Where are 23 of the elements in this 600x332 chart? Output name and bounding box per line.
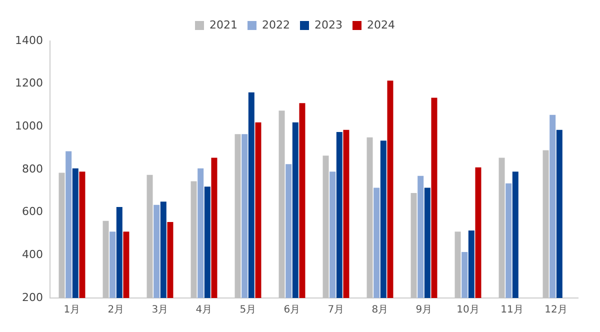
y-tick-label: 200 [22,290,43,304]
x-tick-label: 2月 [108,304,124,316]
y-tick-label: 1200 [14,76,43,90]
y-tick-label: 400 [22,248,43,262]
x-tick-label: 10月 [456,304,480,316]
x-tick-label: 8月 [372,304,388,316]
legend-label: 2023 [314,18,342,32]
x-tick-label: 5月 [240,304,256,316]
legend-label: 2024 [366,18,395,32]
legend-label: 2022 [262,18,290,32]
legend-label: 2021 [210,18,238,32]
x-tick-label: 12月 [544,304,568,316]
y-tick-label: 1000 [14,120,43,133]
x-tick-label: 11月 [500,304,524,316]
x-tick-label: 6月 [284,304,300,316]
y-tick-label: 600 [22,205,43,218]
x-tick-label: 1月 [64,304,80,316]
y-tick-label: 1400 [14,34,43,47]
x-tick-label: 9月 [416,304,432,316]
x-tick-label: 4月 [196,304,212,316]
y-tick-label: 800 [22,162,43,176]
x-tick-label: 3月 [152,304,168,316]
x-tick-label: 7月 [328,304,344,316]
